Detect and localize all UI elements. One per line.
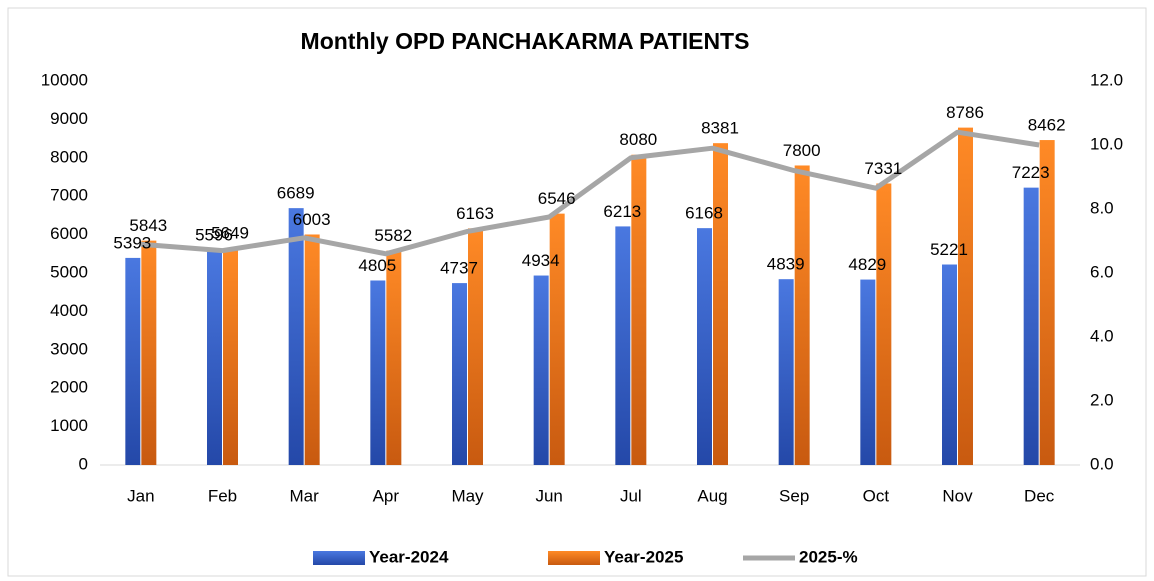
data-label: 5843 <box>129 216 167 235</box>
bar <box>697 228 712 465</box>
bar <box>549 213 565 465</box>
chart-title: Monthly OPD PANCHAKARMA PATIENTS <box>301 28 750 54</box>
bar <box>386 250 402 465</box>
y2-tick-label: 4.0 <box>1090 326 1114 345</box>
x-tick-label: Dec <box>1024 486 1055 505</box>
data-label: 5649 <box>211 224 249 243</box>
bar <box>631 154 647 465</box>
bar <box>207 250 222 465</box>
bar <box>794 165 810 466</box>
x-tick-label: Sep <box>779 486 809 505</box>
data-label: 5393 <box>113 233 151 252</box>
y-tick-label: 7000 <box>50 186 88 205</box>
bar <box>533 275 549 465</box>
y2-tick-label: 10.0 <box>1090 134 1123 153</box>
bar <box>860 279 876 465</box>
bar <box>713 143 728 465</box>
data-label: 4805 <box>358 256 396 275</box>
y2-tick-label: 8.0 <box>1090 198 1114 217</box>
y-tick-label: 0 <box>79 454 88 473</box>
data-label: 6003 <box>293 210 331 229</box>
data-label: 8786 <box>946 103 984 122</box>
x-tick-label: Mar <box>290 486 320 505</box>
bar <box>778 279 794 465</box>
data-label: 8381 <box>701 119 739 138</box>
x-tick-label: Nov <box>942 486 973 505</box>
data-label: 4839 <box>767 255 805 274</box>
x-tick-label: Jul <box>620 486 642 505</box>
y-tick-label: 5000 <box>50 262 88 281</box>
legend-label: Year-2025 <box>604 547 683 566</box>
chart-border <box>7 7 1147 577</box>
x-tick-label: Feb <box>208 486 237 505</box>
data-label: 5582 <box>374 226 412 245</box>
line-series <box>140 129 1040 257</box>
y-tick-label: 2000 <box>50 378 88 397</box>
data-label: 6546 <box>538 189 576 208</box>
y-tick-label: 3000 <box>50 339 88 358</box>
data-label: 6163 <box>456 204 494 223</box>
x-tick-label: Jun <box>535 486 562 505</box>
y-tick-label: 1000 <box>50 416 88 435</box>
x-tick-label: Apr <box>373 486 400 505</box>
y-tick-label: 8000 <box>50 147 88 166</box>
bar <box>223 248 238 465</box>
y-tick-label: 9000 <box>50 109 88 128</box>
bar <box>942 264 957 465</box>
bar <box>370 280 386 465</box>
y-tick-label: 10000 <box>41 70 88 89</box>
data-label: 7331 <box>864 159 902 178</box>
bar <box>876 183 892 465</box>
data-label: 4934 <box>522 251 560 270</box>
bar <box>452 283 467 465</box>
y-tick-label: 4000 <box>50 301 88 320</box>
x-tick-label: Aug <box>697 486 727 505</box>
legend-swatch <box>548 551 600 565</box>
data-label: 4829 <box>848 255 886 274</box>
data-label: 5221 <box>930 240 968 259</box>
legend-swatch <box>313 551 365 565</box>
bar <box>304 234 320 465</box>
bar <box>958 127 973 465</box>
data-label: 4737 <box>440 259 478 278</box>
bar <box>1023 187 1039 466</box>
bar <box>468 228 483 465</box>
y2-tick-label: 2.0 <box>1090 390 1114 409</box>
legend-label: Year-2024 <box>369 547 449 566</box>
data-label: 8080 <box>619 130 657 149</box>
data-label: 7800 <box>783 141 821 160</box>
x-tick-label: May <box>451 486 484 505</box>
bar <box>141 240 157 465</box>
bar <box>288 208 304 465</box>
bar <box>615 226 631 465</box>
x-tick-label: Jan <box>127 486 154 505</box>
data-label: 8462 <box>1028 116 1066 135</box>
data-label: 7223 <box>1012 163 1050 182</box>
bar <box>125 257 141 465</box>
data-label: 6689 <box>277 184 315 203</box>
data-label: 5596 <box>195 226 233 245</box>
y-tick-label: 6000 <box>50 224 88 243</box>
y2-tick-label: 12.0 <box>1090 70 1123 89</box>
y2-tick-label: 6.0 <box>1090 262 1114 281</box>
data-label: 6168 <box>685 204 723 223</box>
data-label: 6213 <box>603 202 641 221</box>
legend-label: 2025-% <box>799 547 858 566</box>
bar <box>1039 140 1055 465</box>
y2-tick-label: 0.0 <box>1090 454 1114 473</box>
x-tick-label: Oct <box>863 486 890 505</box>
